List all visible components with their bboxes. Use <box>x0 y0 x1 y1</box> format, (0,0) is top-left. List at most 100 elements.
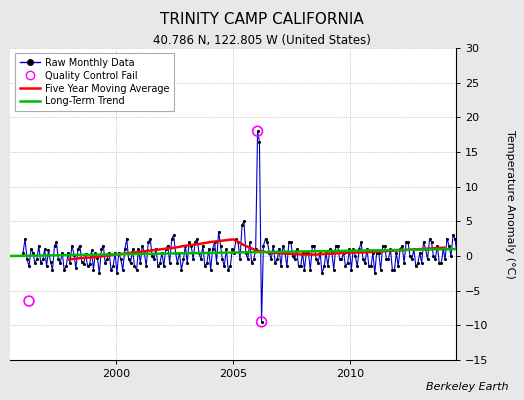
Point <box>247 260 256 266</box>
Point <box>56 260 64 266</box>
Point <box>261 236 270 242</box>
Point <box>341 263 350 270</box>
Point <box>273 256 281 263</box>
Point <box>46 258 54 265</box>
Point <box>44 247 52 254</box>
Point <box>244 256 252 263</box>
Point <box>363 246 371 252</box>
Text: Berkeley Earth: Berkeley Earth <box>426 382 508 392</box>
Point <box>32 256 41 263</box>
Point <box>306 267 314 273</box>
Point <box>312 256 320 263</box>
Point <box>302 249 311 256</box>
Point <box>82 251 90 257</box>
Point <box>257 319 266 325</box>
Point <box>179 256 188 263</box>
Point <box>97 246 106 252</box>
Point <box>238 222 246 228</box>
Point <box>449 232 457 238</box>
Point <box>297 263 305 270</box>
Point <box>349 246 357 252</box>
Point <box>144 239 152 245</box>
Point <box>62 263 70 270</box>
Point <box>279 242 287 249</box>
Point <box>300 267 309 273</box>
Point <box>185 239 193 245</box>
Point <box>88 247 96 254</box>
Point <box>365 263 373 270</box>
Point <box>101 260 110 266</box>
Point <box>439 246 447 252</box>
Point <box>402 239 410 245</box>
Point <box>427 239 435 245</box>
Point <box>148 253 156 259</box>
Point <box>461 256 469 263</box>
Point <box>392 249 400 256</box>
Point <box>254 128 262 134</box>
Point <box>242 249 250 256</box>
Point <box>289 253 297 259</box>
Point <box>285 239 293 245</box>
Point <box>118 267 127 273</box>
Point <box>328 249 336 256</box>
Point <box>384 256 392 263</box>
Point <box>232 236 240 242</box>
Point <box>437 260 445 266</box>
Point <box>48 267 57 273</box>
Text: 40.786 N, 122.805 W (United States): 40.786 N, 122.805 W (United States) <box>153 34 371 47</box>
Point <box>169 232 178 238</box>
Point <box>160 263 168 270</box>
Point <box>380 242 389 249</box>
Point <box>404 239 412 245</box>
Point <box>277 263 285 270</box>
Point <box>121 246 129 252</box>
Point <box>386 246 395 252</box>
Point <box>161 246 170 252</box>
Point <box>83 263 92 270</box>
Point <box>408 256 416 263</box>
Point <box>196 256 205 263</box>
Point <box>369 249 377 256</box>
Point <box>406 253 414 259</box>
Point <box>431 256 440 263</box>
Point <box>138 242 146 249</box>
Point <box>42 263 51 270</box>
Point <box>40 246 49 252</box>
Point <box>416 249 424 256</box>
Point <box>187 242 195 249</box>
Point <box>259 242 268 249</box>
Point <box>290 256 299 263</box>
Point <box>195 249 203 256</box>
Point <box>191 239 200 245</box>
Point <box>287 239 295 245</box>
Point <box>367 263 375 270</box>
Point <box>343 260 352 266</box>
Point <box>252 246 260 252</box>
Point <box>140 249 148 256</box>
Point <box>211 239 219 245</box>
Point <box>189 256 197 263</box>
Point <box>216 242 225 249</box>
Point <box>254 128 262 134</box>
Point <box>458 256 467 263</box>
Point <box>218 256 226 263</box>
Point <box>330 267 338 273</box>
Point <box>292 246 301 252</box>
Point <box>39 256 47 263</box>
Point <box>25 298 33 304</box>
Point <box>359 256 367 263</box>
Point <box>60 267 68 273</box>
Point <box>163 242 172 249</box>
Point <box>29 249 37 256</box>
Point <box>193 236 201 242</box>
Point <box>454 256 463 263</box>
Point <box>396 246 405 252</box>
Point <box>74 246 82 252</box>
Point <box>173 260 182 266</box>
Point <box>117 256 125 263</box>
Point <box>390 267 399 273</box>
Point <box>166 260 174 266</box>
Point <box>351 253 359 259</box>
Point <box>236 256 244 263</box>
Point <box>271 260 279 266</box>
